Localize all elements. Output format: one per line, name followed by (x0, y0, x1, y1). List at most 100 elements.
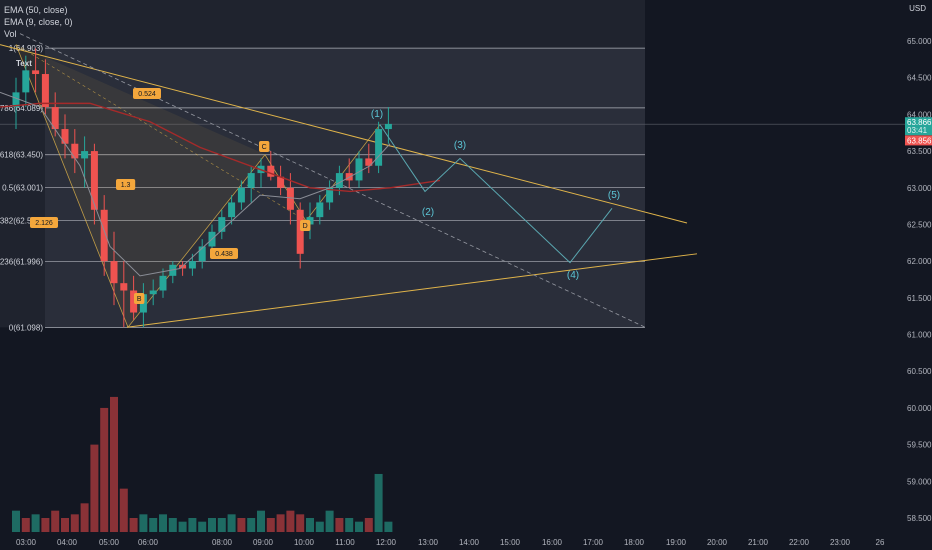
candle-body[interactable] (355, 158, 363, 181)
candle-body[interactable] (22, 70, 30, 93)
fib-label: 0.618(63.450) (0, 151, 43, 160)
volume-bar (168, 518, 177, 532)
price-tick: 59.000 (907, 477, 932, 486)
ratio-tag-d-bg (210, 248, 238, 259)
point-tag-b-bg (134, 293, 145, 304)
wave-label: (4) (567, 270, 579, 281)
price-tick: 63.500 (907, 147, 932, 156)
point-tag-c: C (262, 144, 267, 151)
candle-body[interactable] (237, 187, 245, 203)
candle-body[interactable] (198, 246, 206, 262)
price-tick: 62.000 (907, 257, 932, 266)
candle-body[interactable] (120, 283, 128, 291)
candle-body[interactable] (218, 217, 226, 232)
last-price-value: 63.866 (907, 118, 932, 127)
legend-ema9[interactable]: EMA (9, close, 0) (4, 17, 73, 27)
candle-body[interactable] (81, 151, 89, 159)
candle-body[interactable] (159, 275, 167, 291)
time-tick: 04:00 (57, 538, 78, 547)
pattern-diag (15, 44, 307, 222)
candle-body[interactable] (286, 187, 294, 210)
candle-body[interactable] (71, 143, 79, 159)
ratio-tag-b: 1.3 (121, 182, 131, 189)
volume-bar (227, 514, 236, 532)
time-tick: 22:00 (789, 538, 810, 547)
volume-bar (12, 510, 20, 532)
candle-body[interactable] (61, 129, 69, 144)
volume-bar (110, 396, 118, 532)
candle-body[interactable] (375, 129, 383, 166)
upper-trendline[interactable] (0, 44, 688, 224)
volume-bar (374, 473, 383, 532)
time-tick: 20:00 (707, 538, 728, 547)
candle-body[interactable] (41, 74, 49, 108)
volume-bar (315, 521, 324, 532)
candle-body[interactable] (188, 261, 196, 269)
volume-bar (80, 503, 89, 532)
candle-body[interactable] (12, 92, 20, 108)
candle-body[interactable] (306, 217, 314, 225)
time-tick: 12:00 (376, 538, 397, 547)
volume-bar (149, 518, 158, 532)
candle-body[interactable] (100, 209, 108, 262)
volume-bar (21, 518, 30, 532)
volume-bar (325, 510, 334, 532)
candle-body[interactable] (130, 290, 138, 313)
lower-trendline[interactable] (126, 253, 698, 328)
fib-label: 1(64.903) (9, 44, 44, 53)
legend-ema50[interactable]: EMA (50, close) (4, 5, 68, 15)
price-tick: 65.000 (907, 37, 932, 46)
candle-body[interactable] (296, 209, 304, 254)
fib-label: 0.5(63.001) (2, 184, 43, 193)
volume-bar (41, 518, 50, 532)
volume-bar (217, 518, 226, 532)
volume-bar (266, 518, 275, 532)
candle-body[interactable] (90, 151, 98, 210)
candle-body[interactable] (384, 123, 392, 130)
candle-body[interactable] (149, 290, 157, 295)
text-annotation[interactable]: Text (16, 59, 32, 68)
time-tick: 08:00 (212, 538, 233, 547)
volume-bar (100, 407, 109, 532)
candle-body[interactable] (247, 173, 255, 188)
candle-body[interactable] (335, 173, 343, 188)
candle-body[interactable] (110, 261, 118, 284)
legend-vol[interactable]: Vol (4, 29, 17, 39)
candle-body[interactable] (316, 202, 324, 218)
candle-body[interactable] (365, 158, 373, 166)
wave-label: (5) (608, 190, 620, 201)
price-tick: 60.500 (907, 367, 932, 376)
time-tick: 06:00 (138, 538, 159, 547)
time-tick: 18:00 (624, 538, 645, 547)
candle-body[interactable] (169, 264, 177, 276)
wave-path[interactable] (379, 124, 613, 264)
time-tick: 23:00 (830, 538, 851, 547)
candle-body[interactable] (326, 187, 334, 203)
ema9-line (0, 91, 391, 277)
price-tick: 62.500 (907, 220, 932, 229)
price-tick: 58.500 (907, 514, 932, 523)
volume-bar (257, 510, 265, 532)
candle-body[interactable] (267, 165, 275, 177)
price-tick: 61.000 (907, 331, 932, 340)
last-price-badge (905, 117, 932, 136)
point-tag-d: D (303, 223, 308, 230)
time-tick: 17:00 (583, 538, 604, 547)
candle-body[interactable] (51, 107, 59, 130)
volume-bar (384, 521, 393, 532)
volume-bar (208, 518, 216, 532)
dashed-trendline[interactable] (19, 33, 646, 328)
volume-bar (247, 518, 256, 532)
price-axis-bg (905, 0, 932, 550)
candle-body[interactable] (32, 70, 40, 75)
fib-label: 0.382(62.553) (0, 217, 43, 226)
time-tick: 03:00 (16, 538, 37, 547)
volume-bar (296, 514, 305, 532)
candle-body[interactable] (228, 202, 236, 218)
volume-bar (139, 514, 148, 532)
candle-body[interactable] (277, 176, 285, 188)
time-tick: 15:00 (500, 538, 521, 547)
wave-label: (2) (422, 207, 434, 218)
volume-bar (276, 514, 285, 532)
